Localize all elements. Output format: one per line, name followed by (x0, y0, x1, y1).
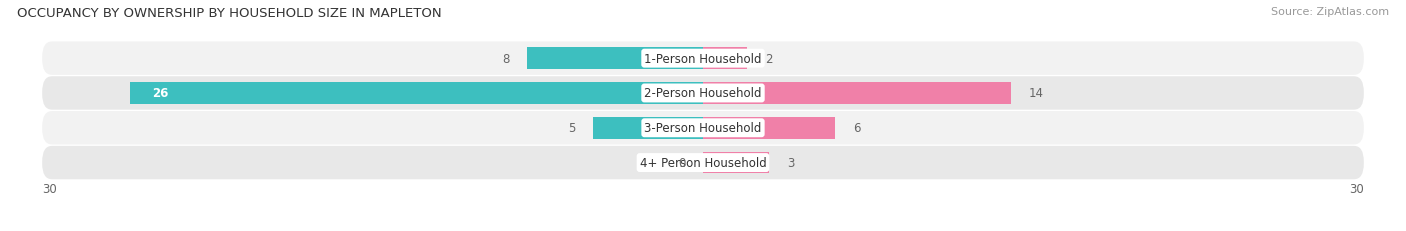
Text: 6: 6 (853, 122, 860, 135)
Bar (593, 118, 703, 139)
Text: 8: 8 (502, 52, 509, 65)
Bar (703, 118, 835, 139)
Text: 4+ Person Household: 4+ Person Household (640, 156, 766, 169)
Text: 26: 26 (152, 87, 169, 100)
FancyBboxPatch shape (42, 77, 1364, 110)
Text: 3: 3 (787, 156, 794, 169)
Text: 2: 2 (765, 52, 772, 65)
Bar (131, 83, 703, 104)
Bar (703, 152, 769, 174)
Bar (703, 83, 1011, 104)
Text: 30: 30 (42, 182, 56, 195)
Text: 5: 5 (568, 122, 575, 135)
Text: OCCUPANCY BY OWNERSHIP BY HOUSEHOLD SIZE IN MAPLETON: OCCUPANCY BY OWNERSHIP BY HOUSEHOLD SIZE… (17, 7, 441, 20)
FancyBboxPatch shape (42, 146, 1364, 179)
Bar (703, 48, 747, 70)
Text: 1-Person Household: 1-Person Household (644, 52, 762, 65)
Text: 30: 30 (1350, 182, 1364, 195)
Text: 14: 14 (1029, 87, 1045, 100)
Text: 0: 0 (678, 156, 685, 169)
FancyBboxPatch shape (42, 112, 1364, 145)
FancyBboxPatch shape (42, 42, 1364, 76)
Text: Source: ZipAtlas.com: Source: ZipAtlas.com (1271, 7, 1389, 17)
Text: 2-Person Household: 2-Person Household (644, 87, 762, 100)
Bar (527, 48, 703, 70)
Text: 3-Person Household: 3-Person Household (644, 122, 762, 135)
